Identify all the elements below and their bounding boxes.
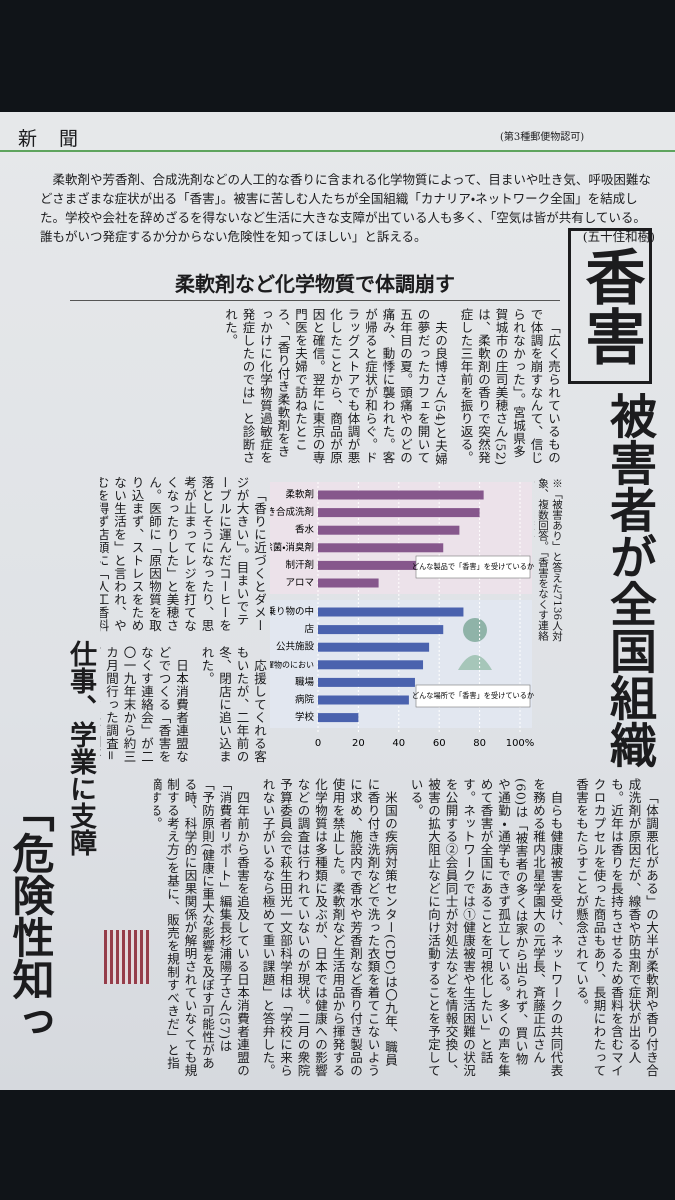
paragraph: 「体調悪化がある」の大半が柔軟剤や香り付き合成洗剤が原因だが、線香や防虫剤で症状… [574, 778, 659, 1077]
lead-text: 柔軟剤や芳香剤、合成洗剤などの人工的な香りに含まれる化学物質によって、目まいや吐… [40, 172, 651, 244]
paragraph: 米国の疾病対策センター(CDC)は〇九年、職員に香り付き洗剤などで洗った衣類を着… [260, 778, 399, 1077]
x-tick-label: 60 [433, 738, 446, 749]
category-label: 柔軟剤 [285, 489, 314, 501]
qr-code [104, 930, 150, 984]
illustration [463, 618, 487, 642]
paragraph: 夫の良博さん(54)と夫婦の夢だったカフェを開いて五年目の夏。頭痛やのどの痛み、… [223, 308, 448, 466]
headline-box: 香害 [568, 228, 652, 384]
article-block: 「体調悪化がある」の大半が柔軟剤や香り付き合成洗剤が原因だが、線香や防虫剤で症状… [154, 778, 660, 1078]
chart-note: ※「被害あり」と答えた7136人対象、複数回答。「香害をなくす連絡会」の調査から [534, 478, 563, 642]
paragraph: 「広く売られているもので体調を崩すなんて、信じられなかった」。宮城県多賀城市の庄… [458, 308, 562, 466]
bar [318, 607, 464, 617]
bar [318, 508, 480, 518]
postal-notice: (第3種郵便物認可) [500, 132, 585, 143]
x-tick-label: 40 [392, 738, 405, 749]
paper-name: 新 聞 [18, 128, 87, 150]
category-label: アロマ [285, 578, 314, 589]
category-label: 店 [304, 624, 314, 635]
rule [70, 300, 560, 301]
bar [318, 490, 484, 500]
bar [318, 660, 424, 670]
bar [318, 625, 444, 635]
category-label: 香水 [295, 524, 315, 536]
category-label: 病院 [295, 695, 315, 706]
chart: 0 20 40 60 80 100% 柔軟剤香り付き合成洗剤香水除菌・消臭剤制汗剤アロマ乗り… [270, 482, 535, 749]
x-tick-label: 0 [315, 738, 321, 749]
paragraph: 「香りに近づくとダメージが大きい」。目まいでテーブルに運んだコーヒーを落としそう… [100, 476, 267, 632]
category-label: 職場 [295, 676, 315, 688]
category-label: 公共施設 [276, 641, 315, 653]
headline-quote: 「危険性知って」 [6, 790, 55, 1042]
article-block: 「広く売られているもので体調を崩すなんて、信じられなかった」。宮城県多賀城市の庄… [10, 308, 562, 470]
category-label: 乗り物の中 [270, 606, 314, 618]
illustration [458, 655, 492, 670]
headline-main: 被害者が全国組織 [601, 392, 656, 768]
annotation-box [415, 684, 531, 708]
bar [318, 642, 430, 652]
paragraph: 応援してくれる客もいたが、二年前の冬、閉店に追い込まれた。 [199, 646, 268, 763]
category-label: 隣家からの洗濯物のにおい [270, 659, 314, 669]
article-block: 「香りに近づくとダメージが大きい」。目まいでテーブルに運んだコーヒーを落としそう… [100, 476, 268, 636]
x-tick-label: 20 [352, 738, 365, 749]
headline-sub: 柔軟剤など化学物質で体調崩す [175, 272, 455, 296]
annotation-box [415, 555, 531, 579]
category-label: 制汗剤 [285, 559, 314, 571]
bar [318, 543, 444, 553]
bar [318, 677, 415, 687]
byline: (五十住和樹) [582, 229, 655, 244]
bar [318, 695, 409, 705]
paragraph: 四年前から香害を追及している日本消費者連盟の「消費者リポート」編集長杉浦陽子さん… [154, 778, 250, 1077]
lead: 柔軟剤や芳香剤、合成洗剤などの人工的な香りに含まれる化学物質によって、目まいや吐… [40, 170, 655, 246]
bar [318, 713, 359, 723]
category-label: 除菌・消臭剤 [270, 541, 314, 553]
annotation: どんな場所で「香害」を受けているか [412, 691, 534, 700]
headline-side: 仕事、学業に支障 [65, 640, 96, 856]
bar [318, 578, 379, 588]
category-label: 学校 [295, 711, 315, 723]
x-tick-label: 80 [473, 738, 486, 749]
x-tick-label: 100% [506, 738, 535, 749]
article-block: 応援してくれる客もいたが、二年前の冬、閉店に追い込まれた。 日本消費者連盟などでつ… [100, 646, 268, 770]
paragraph: 自らも健康被害を受け、ネットワークの共同代表を務める稚内北星学園大の元学長、斉藤… [408, 778, 564, 1077]
bar [318, 560, 419, 570]
bar [318, 525, 460, 535]
category-label: 香り付き合成洗剤 [270, 506, 314, 518]
paragraph: 日本消費者連盟などでつくる「香害をなくす連絡会」が二〇一九年末から約三カ月間行っ… [100, 646, 189, 763]
annotation: どんな製品で「香害」を受けているか [412, 562, 534, 571]
rule [0, 150, 675, 152]
